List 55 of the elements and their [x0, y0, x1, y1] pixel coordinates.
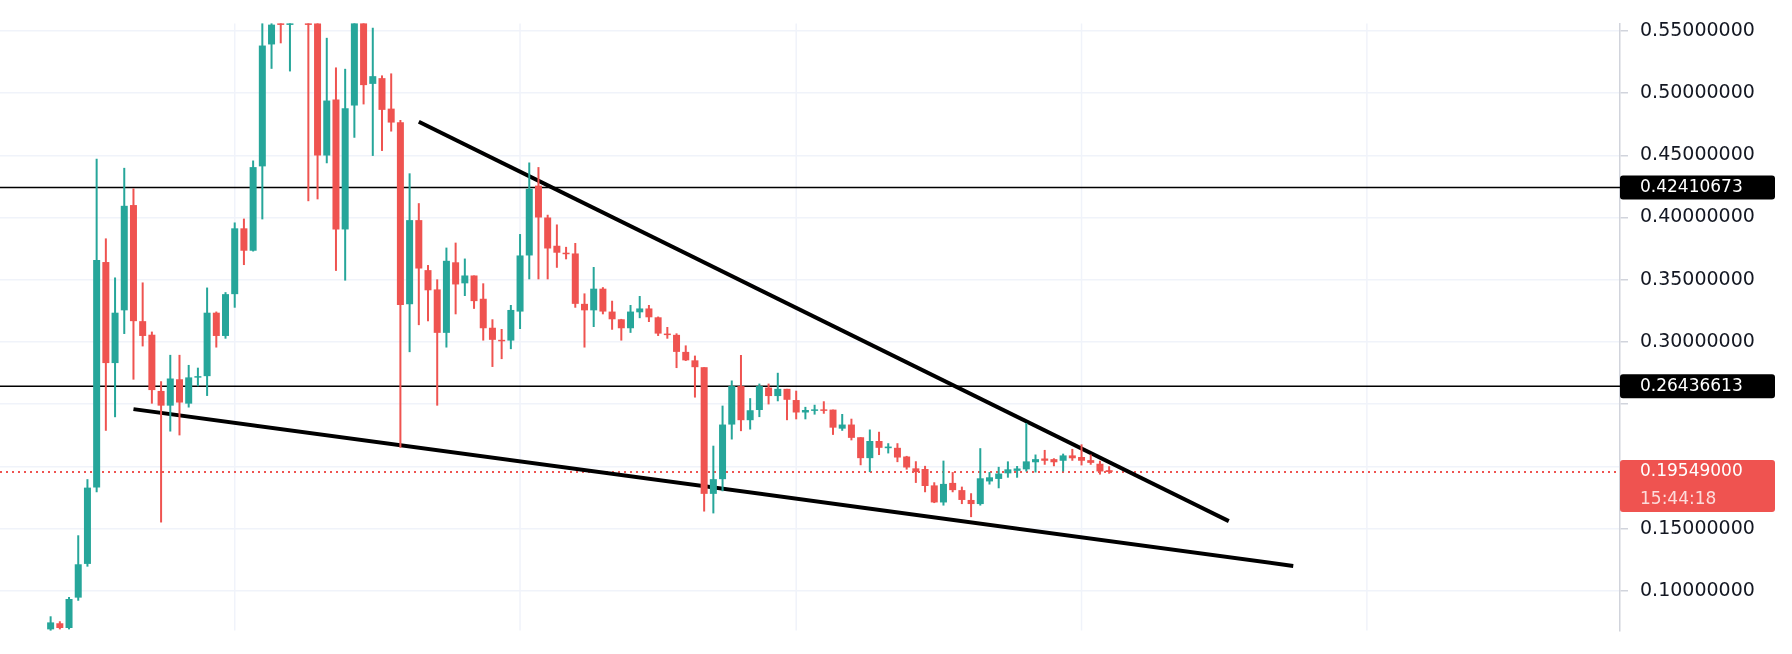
candlestick — [461, 257, 469, 298]
candlestick — [488, 318, 496, 368]
candlestick — [939, 459, 947, 507]
candlestick — [995, 465, 1003, 490]
candlestick — [424, 264, 432, 323]
candlestick — [636, 295, 644, 320]
candlestick — [627, 303, 635, 334]
candlestick — [792, 389, 800, 421]
y-tick-label: 0.50000000 — [1640, 80, 1755, 103]
text: 15:44:18 — [1640, 488, 1717, 509]
y-tick-label: 0.55000000 — [1640, 17, 1755, 40]
y-tick-label: 0.45000000 — [1640, 142, 1755, 165]
candlestick — [452, 241, 460, 316]
ref-line-label: 0.26436613 — [1640, 374, 1743, 395]
candlestick — [847, 417, 855, 442]
candlestick — [857, 436, 865, 467]
candlestick — [175, 353, 183, 437]
candlestick — [829, 408, 837, 436]
candlestick — [599, 286, 607, 316]
y-tick-label: 0.40000000 — [1640, 204, 1755, 227]
candlestick — [580, 292, 588, 349]
ref-line-label: 0.42410673 — [1640, 175, 1743, 196]
candlestick — [194, 366, 202, 388]
candlestick — [240, 217, 248, 267]
candlestick — [746, 397, 754, 431]
y-tick-label: 0.10000000 — [1640, 577, 1755, 600]
candlestick — [304, 22, 312, 203]
ref-line-label: 0.19549000 — [1640, 460, 1743, 481]
candlestick — [1022, 422, 1030, 473]
candlestick — [673, 332, 681, 370]
candlestick — [139, 281, 147, 348]
candlestick — [1078, 443, 1086, 467]
candlestick — [369, 26, 377, 157]
candlestick — [774, 371, 782, 403]
candlestick — [608, 299, 616, 331]
candlestick — [286, 22, 294, 73]
y-tick-label: 0.35000000 — [1640, 266, 1755, 289]
y-tick-label: 0.15000000 — [1640, 515, 1755, 538]
candlestick — [765, 382, 773, 406]
candlestick — [387, 72, 395, 133]
candlestick — [590, 266, 598, 328]
candlestick — [866, 428, 874, 474]
candlestick — [755, 382, 763, 419]
candlestick — [967, 492, 975, 519]
candlestick — [930, 481, 938, 505]
candlestick — [783, 387, 791, 422]
candlestick — [691, 354, 699, 399]
candlestick — [268, 22, 276, 70]
candlestick — [212, 310, 220, 349]
candlestick — [709, 444, 717, 515]
y-tick-label: 0.30000000 — [1640, 328, 1755, 351]
candlestick — [277, 22, 285, 45]
candlestick — [875, 430, 883, 457]
candlestick — [893, 442, 901, 464]
candlestick — [553, 223, 561, 269]
